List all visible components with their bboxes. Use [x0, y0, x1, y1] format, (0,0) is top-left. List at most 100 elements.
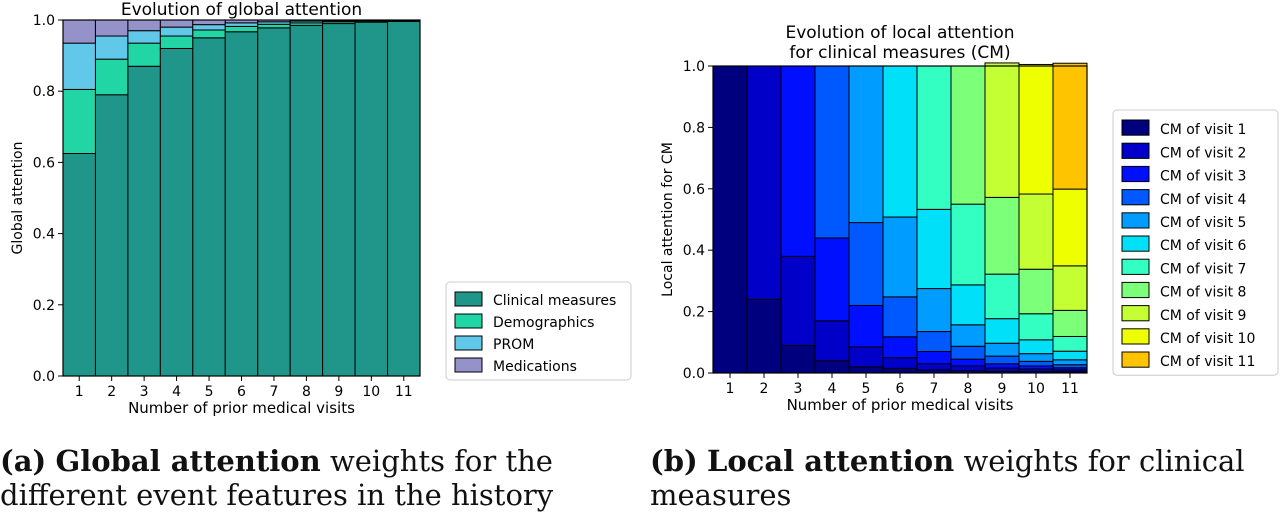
chart-b-legend-label-3: CM of visit 3 [1160, 169, 1246, 185]
chart-a-ytick-label: 0.8 [33, 84, 55, 100]
chart-b-bar-3-6 [882, 336, 918, 359]
chart-a-legend-box [445, 281, 632, 381]
chart-a-bar-2-2 [94, 58, 129, 96]
chart-b-legend-label-1: CM of visit 1 [1160, 122, 1246, 138]
chart-b-bar-4-5 [848, 222, 884, 306]
chart-b-bar-6-6 [882, 65, 918, 218]
chart-a-bar-2-6 [224, 25, 259, 33]
chart-b-bar-1-2 [746, 298, 782, 374]
chart-b-bar-2-2 [746, 65, 782, 300]
chart-b-bar-2-4 [814, 320, 850, 362]
chart-a-bar-1-3 [127, 65, 161, 377]
chart-a-bar-3-1 [62, 42, 96, 90]
chart-a-bar-1-6 [224, 31, 259, 377]
chart-b-legend-swatch-5 [1121, 212, 1150, 229]
chart-b-bar-10-11 [1052, 188, 1088, 267]
chart-b-legend-label-6: CM of visit 6 [1160, 238, 1247, 254]
chart-b-bar-9-9 [984, 62, 1020, 198]
chart-b-bar-8-10 [1018, 268, 1054, 315]
chart-b-ytick-label: 0.8 [683, 120, 705, 136]
chart-a-xtick-label: 2 [107, 384, 116, 400]
chart-b-legend-swatch-2 [1121, 142, 1150, 159]
chart-b-legend-swatch-4 [1121, 189, 1150, 206]
chart-b-legend-swatch-9 [1121, 305, 1150, 322]
caption-b-bold: Local attention [706, 444, 955, 478]
chart-b-bar-5-7 [916, 288, 952, 333]
chart-b-bar-10-10 [1018, 63, 1054, 195]
chart-a-bar-1-8 [289, 24, 324, 377]
caption-a-bold: Global attention [55, 444, 321, 478]
chart-b-bar-2-6 [882, 357, 918, 369]
chart-a-legend-swatch-2 [454, 313, 483, 329]
chart-a-xtick-label: 11 [395, 384, 413, 400]
chart-b-legend-swatch-11 [1121, 351, 1150, 368]
chart-a-bar-1-11 [387, 20, 421, 377]
chart-a-xtick-label: 3 [140, 384, 149, 400]
chart-b-bar-7-8 [950, 203, 986, 286]
chart-a-legend-label-4: Medications [493, 359, 577, 375]
caption-b-text: weights for clinical measures [650, 444, 1245, 512]
chart-b-legend-swatch-3 [1121, 165, 1150, 183]
chart-b-xtick-label: 2 [760, 381, 769, 397]
chart-a-x-axis-label: Number of prior medical visits [128, 399, 355, 417]
chart-a-bar-2-3 [127, 42, 161, 67]
chart-a-bar-2-5 [192, 29, 226, 39]
chart-b-legend-swatch-7 [1121, 258, 1150, 275]
caption-b: (b) Local attention weights for clinical… [650, 444, 1270, 512]
chart-b-y-axis-label: Local attention for CM [660, 142, 676, 297]
chart-b-bar-1-1 [712, 65, 748, 374]
chart-a-legend-swatch-4 [454, 357, 483, 373]
chart-b-xtick-label: 6 [896, 381, 905, 397]
chart-b-bar-7-11 [1052, 335, 1088, 352]
chart-a-xtick-label: 5 [205, 384, 214, 400]
chart-a-bar-2-4 [159, 35, 194, 49]
chart-a-xtick-label: 8 [302, 384, 311, 400]
chart-a-xtick-label: 9 [334, 384, 343, 400]
chart-b-bar-4-10 [1018, 360, 1054, 367]
chart-b-bar-6-10 [1018, 339, 1054, 355]
chart-b-bar-3-5 [848, 304, 884, 348]
chart-b-ytick-label: 0.4 [683, 243, 705, 259]
chart-b-legend-swatch-10 [1121, 328, 1150, 345]
chart-b-xtick-label: 4 [828, 381, 837, 397]
chart-a-legend-label-3: PROM [493, 337, 534, 353]
chart-b-legend-label-4: CM of visit 4 [1160, 192, 1247, 208]
chart-b-bar-3-3 [780, 65, 816, 257]
chart-b-bar-4-6 [882, 296, 918, 338]
chart-b-bar-5-9 [984, 342, 1020, 357]
chart-b-ytick-label: 1.0 [683, 59, 705, 75]
chart-a-ytick-label: 0.0 [33, 369, 55, 385]
chart-b-legend-label-11: CM of visit 11 [1160, 354, 1255, 370]
chart-b-legend-label-8: CM of visit 8 [1160, 285, 1246, 301]
global-attention-chart: 0.0 0.2 0.4 0.6 0.8 1.0 1 2 3 4 5 6 7 8 9 10 11 Number of… [10, 0, 632, 417]
chart-b-bar-11-11 [1052, 62, 1088, 190]
chart-a-xtick-label: 4 [172, 384, 181, 400]
chart-a-ytick-label: 0.6 [33, 155, 55, 171]
chart-b-xtick-label: 9 [998, 381, 1007, 397]
chart-b-bar-2-3 [780, 255, 816, 346]
chart-a-bar-1-1 [62, 153, 96, 377]
chart-b-ytick-label: 0.0 [683, 366, 705, 382]
chart-a-bar-3-2 [94, 35, 129, 60]
local-attention-chart: 0.0 0.2 0.4 0.6 0.8 1.0 1 2 3 4 5 6 7 8 9 10 11 Number of… [660, 23, 1279, 414]
chart-a-bar-4-3 [127, 19, 161, 32]
chart-b-ytick-label: 0.6 [683, 182, 705, 198]
chart-b-bar-6-11 [1052, 350, 1088, 361]
chart-b-bar-8-8 [950, 65, 986, 205]
chart-b-bar-4-4 [814, 65, 850, 239]
chart-b-bar-9-10 [1018, 193, 1054, 270]
chart-b-legend-label-5: CM of visit 5 [1160, 215, 1246, 231]
chart-b-bar-6-8 [950, 284, 986, 326]
chart-b-ytick-label: 0.2 [683, 305, 705, 321]
chart-b-bar-2-5 [848, 346, 884, 368]
chart-b-bar-6-9 [984, 318, 1020, 344]
chart-a-title: Evolution of global attention [121, 0, 362, 20]
caption-a-text: weights for the different event features… [0, 444, 554, 512]
chart-b-legend-swatch-8 [1121, 281, 1150, 299]
chart-b-legend-swatch-1 [1121, 119, 1150, 136]
chart-a-bar-2-1 [62, 88, 96, 154]
chart-a-bar-1-10 [354, 21, 389, 377]
chart-b-xtick-label: 1 [726, 381, 735, 397]
chart-b-bar-5-5 [848, 65, 884, 224]
